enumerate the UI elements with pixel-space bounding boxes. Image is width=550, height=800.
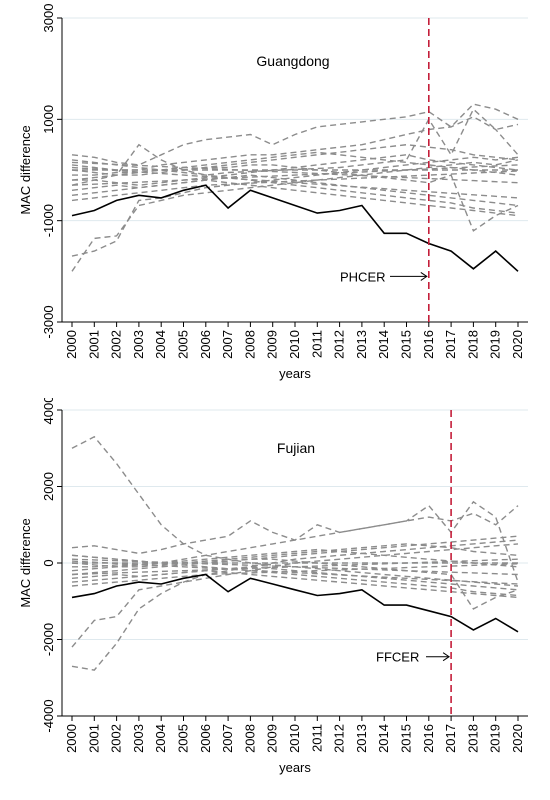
x-tick-label: 2001 bbox=[86, 330, 101, 359]
x-tick-label: 2003 bbox=[131, 724, 146, 753]
y-tick-label: 3000 bbox=[41, 4, 56, 33]
y-axis-label: MAC difference bbox=[18, 125, 33, 214]
x-tick-label: 2002 bbox=[109, 724, 124, 753]
x-tick-label: 2007 bbox=[220, 330, 235, 359]
x-tick-label: 2004 bbox=[153, 724, 168, 753]
y-tick-label: 4000 bbox=[41, 398, 56, 424]
x-tick-label: 2019 bbox=[488, 724, 503, 753]
donor-series-line bbox=[71, 170, 519, 202]
donor-series-line bbox=[71, 159, 519, 214]
x-tick-label: 2006 bbox=[198, 724, 213, 753]
y-tick-label: -4000 bbox=[41, 699, 56, 732]
y-tick-label: 1000 bbox=[41, 105, 56, 134]
donor-series-line bbox=[71, 179, 519, 217]
x-tick-label: 2017 bbox=[443, 330, 458, 359]
x-axis-label: years bbox=[279, 366, 311, 381]
x-tick-label: 2012 bbox=[332, 330, 347, 359]
x-tick-label: 2006 bbox=[198, 330, 213, 359]
y-tick-label: -1000 bbox=[41, 204, 56, 237]
chart-title: Fujian bbox=[277, 440, 315, 456]
chart-panel-fujian: -4000 -2000 0 2000 4000 2000 2001 2002 2003 2004 2… bbox=[0, 396, 550, 795]
x-tick-label: 2008 bbox=[242, 330, 257, 359]
annotation-label: FFCER bbox=[376, 650, 419, 665]
x-tick-label: 2009 bbox=[265, 330, 280, 359]
x-tick-label: 2018 bbox=[465, 724, 480, 753]
donor-series-line bbox=[71, 143, 519, 176]
donor-series-line bbox=[71, 161, 519, 184]
donor-series-line bbox=[71, 108, 519, 186]
x-tick-label: 2000 bbox=[64, 330, 79, 359]
x-tick-label: 2007 bbox=[220, 724, 235, 753]
x-tick-label: 2014 bbox=[376, 330, 391, 359]
annotation-arrow-head bbox=[420, 271, 428, 281]
x-tick-label: 2017 bbox=[443, 724, 458, 753]
donor-series-line bbox=[71, 558, 519, 576]
x-tick-label: 2014 bbox=[376, 724, 391, 753]
y-tick-label: 0 bbox=[41, 559, 56, 566]
x-tick-label: 2005 bbox=[176, 724, 191, 753]
x-tick-label: 2009 bbox=[265, 724, 280, 753]
x-tick-label: 2016 bbox=[421, 330, 436, 359]
x-tick-label: 2020 bbox=[510, 330, 525, 359]
x-axis-label: years bbox=[279, 760, 311, 775]
donor-series-line bbox=[71, 569, 519, 599]
chart-panel-guangdong: -3000 -1000 1000 3000 2000 2001 2002 2003 2004 20… bbox=[0, 0, 550, 398]
y-tick-label: 2000 bbox=[41, 472, 56, 501]
x-tick-label: 2004 bbox=[153, 330, 168, 359]
x-tick-label: 2010 bbox=[287, 330, 302, 359]
donor-series-line bbox=[71, 151, 519, 181]
x-tick-label: 2011 bbox=[309, 330, 324, 358]
chart-fujian: -4000 -2000 0 2000 4000 2000 2001 2002 2003 2004 2… bbox=[18, 396, 528, 775]
annotation-label: PHCER bbox=[340, 269, 386, 284]
y-tick-label: -3000 bbox=[41, 305, 56, 338]
treated-series-line bbox=[71, 184, 519, 272]
donor-series-line bbox=[71, 535, 519, 576]
x-tick-label: 2001 bbox=[86, 724, 101, 753]
donor-series-line bbox=[71, 563, 519, 587]
chart-guangdong: -3000 -1000 1000 3000 2000 2001 2002 2003 2004 20… bbox=[18, 4, 528, 381]
donor-series-line bbox=[71, 156, 519, 257]
donor-series-line bbox=[71, 103, 519, 166]
x-tick-label: 2015 bbox=[399, 724, 414, 753]
chart-title: Guangdong bbox=[256, 53, 329, 69]
y-tick-label: -2000 bbox=[41, 623, 56, 656]
y-axis-label: MAC difference bbox=[18, 518, 33, 607]
x-tick-label: 2011 bbox=[309, 724, 324, 752]
x-tick-label: 2018 bbox=[465, 330, 480, 359]
x-tick-label: 2010 bbox=[287, 724, 302, 753]
annotation-arrow-head bbox=[442, 652, 451, 662]
x-tick-label: 2000 bbox=[64, 724, 79, 753]
x-tick-label: 2013 bbox=[354, 330, 369, 359]
x-tick-label: 2016 bbox=[421, 724, 436, 753]
x-tick-label: 2002 bbox=[109, 330, 124, 359]
x-tick-label: 2005 bbox=[176, 330, 191, 359]
donor-series-line bbox=[71, 548, 519, 572]
x-tick-label: 2013 bbox=[354, 724, 369, 753]
donor-series-line bbox=[71, 543, 519, 568]
x-tick-label: 2019 bbox=[488, 330, 503, 359]
x-tick-label: 2012 bbox=[332, 724, 347, 753]
x-tick-label: 2008 bbox=[242, 724, 257, 753]
donor-series-line bbox=[71, 166, 519, 199]
x-tick-label: 2020 bbox=[510, 724, 525, 753]
treated-series-line bbox=[71, 573, 519, 633]
donor-series-line bbox=[71, 164, 519, 186]
x-tick-label: 2015 bbox=[399, 330, 414, 359]
x-tick-label: 2003 bbox=[131, 330, 146, 359]
